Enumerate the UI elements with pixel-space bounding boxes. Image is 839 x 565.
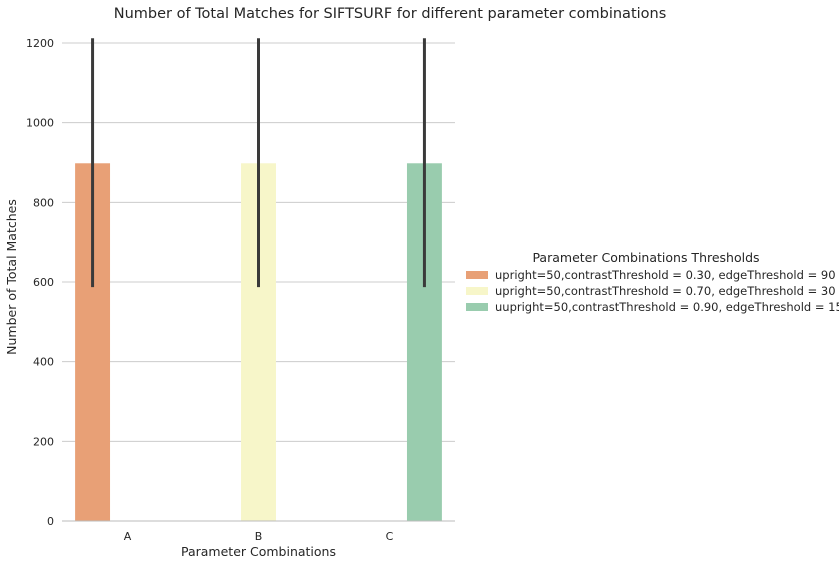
y-tick-label: 200 xyxy=(33,435,54,448)
x-axis-label: Parameter Combinations xyxy=(181,544,336,559)
chart-title: Number of Total Matches for SIFTSURF for… xyxy=(114,6,667,22)
y-tick-label: 800 xyxy=(33,196,54,209)
y-tick-label: 600 xyxy=(33,276,54,289)
x-tick-labels: A B C xyxy=(124,530,394,543)
y-tick-label: 0 xyxy=(47,515,54,528)
legend-title: Parameter Combinations Thresholds xyxy=(532,250,759,265)
y-tick-label: 400 xyxy=(33,356,54,369)
y-tick-label: 1200 xyxy=(26,37,54,50)
x-tick-label: C xyxy=(386,530,394,543)
legend-swatch xyxy=(466,303,488,311)
y-axis-label: Number of Total Matches xyxy=(4,199,19,355)
error-bars xyxy=(91,38,426,288)
legend: Parameter Combinations Thresholds uprigh… xyxy=(466,250,839,314)
x-tick-label: B xyxy=(255,530,263,543)
legend-label: upright=50,contrastThreshold = 0.70, edg… xyxy=(495,284,836,298)
y-tick-labels: 0 200 400 600 800 1000 1200 xyxy=(26,37,54,528)
legend-label: upright=50,contrastThreshold = 0.30, edg… xyxy=(495,268,836,282)
legend-swatch xyxy=(466,271,488,279)
legend-label: uupright=50,contrastThreshold = 0.90, ed… xyxy=(495,300,839,314)
x-tick-label: A xyxy=(124,530,132,543)
y-tick-label: 1000 xyxy=(26,117,54,130)
legend-swatch xyxy=(466,287,488,295)
legend-items: upright=50,contrastThreshold = 0.30, edg… xyxy=(466,268,839,314)
